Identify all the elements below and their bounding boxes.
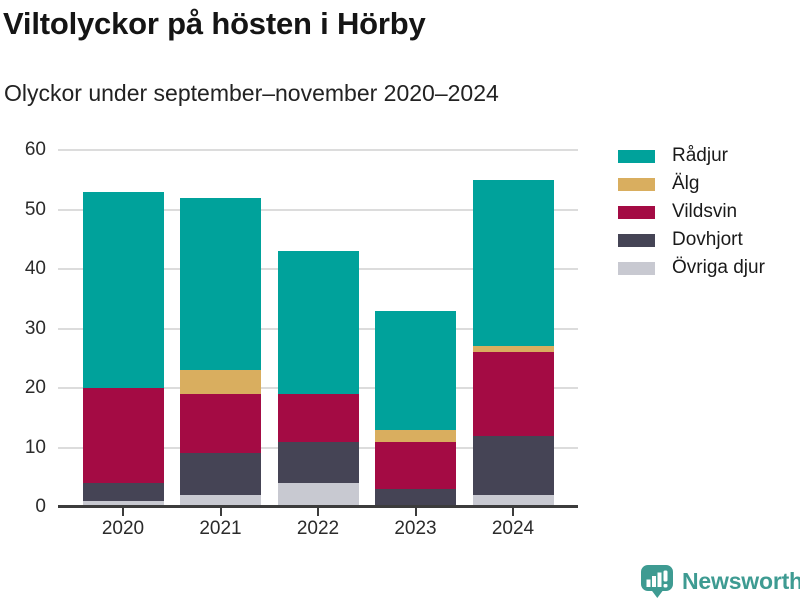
- gridline-y-60: [58, 149, 578, 151]
- y-tick-label: 40: [24, 258, 46, 279]
- y-tick-label: 50: [24, 198, 46, 220]
- bar-segment-2020-Rådjur: [82, 191, 164, 388]
- bar-segment-2021-Vildsvin: [180, 393, 261, 454]
- y-tick-label: 60: [24, 139, 46, 160]
- bar-segment-2022-Övriga djur: [277, 483, 359, 507]
- bar-segment-2024-Älg: [472, 346, 554, 353]
- bar-segment-2021-Övriga djur: [180, 495, 261, 507]
- bar-segment-2022-Vildsvin: [277, 393, 359, 442]
- x-tick-2022: [317, 508, 319, 516]
- x-tick-label: 2023: [394, 518, 437, 539]
- x-tick-label: 2022: [296, 518, 340, 539]
- bar-segment-2024-Rådjur: [472, 179, 554, 347]
- legend-swatch: [618, 205, 655, 219]
- legend-label: Vildsvin: [672, 201, 738, 222]
- bar-segment-2023-Dovhjort: [375, 489, 456, 507]
- x-axis-line: [58, 505, 578, 508]
- newsworthy-logo-text: Newsworthy: [682, 567, 800, 594]
- legend-label: Övriga djur: [672, 257, 765, 278]
- legend-item-Dovhjort: Dovhjort: [618, 229, 765, 250]
- bar-segment-2021-Rådjur: [180, 197, 261, 371]
- newsworthy-logo: Newsworthy: [639, 563, 800, 599]
- y-tick-label: 30: [24, 317, 46, 339]
- bar-segment-2022-Dovhjort: [277, 441, 359, 484]
- bar-segment-2021-Älg: [180, 370, 261, 394]
- legend-item-Älg: Älg: [618, 173, 765, 194]
- newsworthy-logo-icon: [641, 565, 673, 598]
- bar-segment-2023-Vildsvin: [375, 441, 456, 490]
- legend-swatch: [618, 233, 655, 247]
- x-tick-2023: [414, 508, 417, 516]
- bar-segment-2021-Dovhjort: [180, 453, 261, 496]
- bar-segment-2022-Rådjur: [277, 251, 359, 394]
- x-tick-label: 2024: [491, 518, 535, 539]
- bar-segment-2024-Vildsvin: [472, 352, 554, 436]
- x-tick-label: 2021: [199, 518, 242, 539]
- chart-subtitle: Olyckor under september–november 2020–20…: [4, 80, 499, 106]
- legend-item-Vildsvin: Vildsvin: [618, 201, 765, 222]
- bar-segment-2024-Dovhjort: [472, 435, 554, 496]
- x-tick-2021: [219, 508, 222, 516]
- y-tick-label: 10: [24, 436, 46, 458]
- y-tick-label: 0: [35, 496, 46, 517]
- bar-segment-2023-Rådjur: [375, 310, 456, 430]
- gridline-y-50: [58, 208, 578, 211]
- bar-segment-2023-Älg: [375, 429, 456, 442]
- bar-segment-2020-Dovhjort: [82, 483, 164, 502]
- x-tick-2020: [122, 508, 124, 516]
- bar-segment-2020-Vildsvin: [82, 388, 164, 484]
- legend-item-Övriga djur: Övriga djur: [618, 257, 765, 278]
- y-tick-label: 20: [24, 377, 46, 398]
- legend-swatch: [618, 261, 655, 275]
- legend-label: Dovhjort: [672, 229, 743, 250]
- bar-segment-2020-Övriga djur: [82, 501, 164, 507]
- x-tick-2024: [512, 508, 514, 516]
- legend-label: Rådjur: [672, 145, 728, 166]
- legend-item-Rådjur: Rådjur: [618, 145, 765, 166]
- legend-swatch: [618, 149, 655, 163]
- legend-swatch: [618, 177, 655, 191]
- bar-segment-2024-Övriga djur: [472, 495, 554, 507]
- chart-legend: Rådjur Älg Vildsvin Dovhjort Övriga djur: [618, 145, 765, 286]
- page-title: Viltolyckor på hösten i Hörby: [3, 6, 426, 41]
- legend-label: Älg: [672, 173, 700, 194]
- x-tick-label: 2020: [101, 518, 145, 539]
